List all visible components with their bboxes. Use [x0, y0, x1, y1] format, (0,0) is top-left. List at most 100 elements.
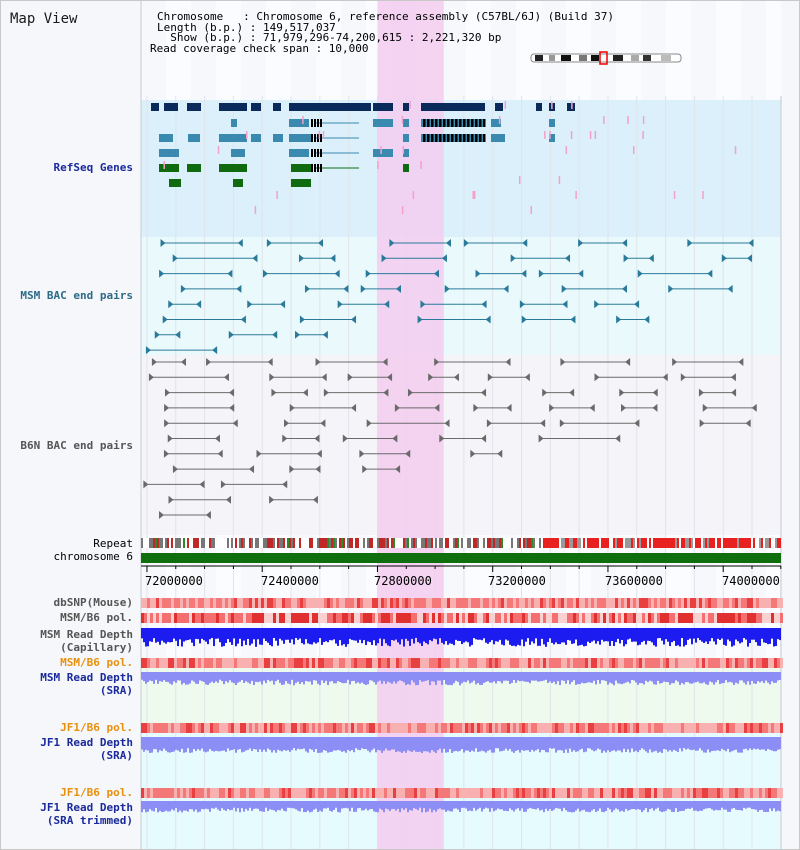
- repeat-feature: [339, 538, 341, 548]
- msm-pol-heat-cell: [363, 613, 366, 623]
- msm-capillary-depth-bar: [559, 628, 561, 645]
- jf1-trimmed-depth-bar: [751, 801, 753, 810]
- repeat-feature: [557, 538, 559, 548]
- dbsnp-heat-cell: [258, 598, 261, 608]
- msm-capillary-depth-bar: [229, 628, 231, 643]
- jf1-pol-2-heat-cell: [726, 788, 729, 798]
- msm-bac-pair-end: [384, 300, 390, 309]
- jf1-b6-pol-track-label[interactable]: JF1/B6 pol.: [60, 721, 133, 734]
- jf1-pol-heat-cell: [657, 723, 660, 733]
- jf1-trimmed-depth-bar: [483, 801, 485, 809]
- msm-b6-pol-sra-track-label[interactable]: MSM/B6 pol.: [60, 656, 133, 669]
- msm-pol-sra-heat-cell: [735, 658, 738, 668]
- jf1-depth-bar: [619, 737, 621, 751]
- dbsnp-heat-cell: [738, 598, 741, 608]
- snp-tick: [549, 131, 551, 139]
- dbsnp-track-label[interactable]: dbSNP(Mouse): [53, 596, 133, 609]
- jf1-read-depth-trimmed-label[interactable]: JF1 Read Depth: [40, 801, 133, 814]
- msm-bac-track-bg: [141, 237, 781, 355]
- repeat-feature: [611, 538, 613, 548]
- dbsnp-heat-cell: [396, 598, 399, 608]
- msm-sra-depth-bar: [441, 672, 443, 685]
- msm-sra-depth-bar: [617, 672, 619, 684]
- repeat-feature: [671, 538, 673, 548]
- jf1-trimmed-depth-bar: [309, 801, 311, 813]
- msm-capillary-depth-bar: [719, 628, 721, 640]
- msm-bac-pair-end: [299, 254, 305, 263]
- msm-pol-sra-heat-cell: [324, 658, 327, 668]
- dbsnp-heat-cell: [336, 598, 339, 608]
- jf1-pol-2-heat-cell: [204, 788, 207, 798]
- msm-pol-heat-cell: [315, 613, 318, 623]
- jf1-trimmed-depth-bar: [251, 801, 253, 811]
- msm-capillary-depth-bar: [295, 628, 297, 639]
- msm-capillary-depth-bar: [445, 628, 447, 642]
- msm-pol-sra-heat-cell: [381, 658, 384, 668]
- refseq-genes-track-label[interactable]: RefSeq Genes: [53, 161, 133, 174]
- jf1-trimmed-depth-bar: [697, 801, 699, 812]
- repeat-feature: [711, 538, 713, 548]
- jf1-trimmed-depth-bar: [737, 801, 739, 811]
- jf1-pol-2-heat-cell: [474, 788, 477, 798]
- msm-pol-heat-cell: [618, 613, 621, 623]
- msm-sra-depth-bar: [409, 672, 411, 685]
- jf1-pol-2-heat-cell: [192, 788, 195, 798]
- jf1-read-depth-label[interactable]: JF1 Read Depth: [40, 736, 133, 749]
- msm-sra-depth-bar: [717, 672, 719, 681]
- dbsnp-heat-cell: [591, 598, 594, 608]
- msm-capillary-depth-bar: [571, 628, 573, 644]
- jf1-trimmed-depth-bar: [627, 801, 629, 811]
- jf1-pol-2-heat-cell: [240, 788, 243, 798]
- repeat-feature: [399, 538, 401, 548]
- repeat-feature: [279, 538, 281, 548]
- jf1-b6-pol-2-track-label[interactable]: JF1/B6 pol.: [60, 786, 133, 799]
- jf1-trimmed-depth-bar: [235, 801, 237, 812]
- jf1-pol-2-heat-cell: [480, 788, 483, 798]
- msm-sra-depth-bar: [433, 672, 435, 682]
- repeat-feature: [409, 538, 411, 548]
- jf1-pol-2-heat-cell: [369, 788, 372, 798]
- jf1-pol-2-heat-cell: [228, 788, 231, 798]
- repeat-feature: [363, 538, 365, 548]
- ideogram-band: [591, 55, 599, 61]
- msm-sra-depth-bar: [623, 672, 625, 684]
- jf1-trimmed-depth-bar: [457, 801, 459, 810]
- msm-capillary-depth-bar: [467, 628, 469, 643]
- msm-pol-heat-cell: [195, 613, 198, 623]
- msm-pol-sra-heat-cell: [723, 658, 726, 668]
- jf1-depth-bar: [575, 737, 577, 752]
- jf1-depth-bar: [629, 737, 631, 753]
- msm-read-depth-sra-label[interactable]: MSM Read Depth: [40, 671, 133, 684]
- msm-sra-depth-bar: [593, 672, 595, 681]
- dbsnp-heat-cell: [543, 598, 546, 608]
- jf1-pol-2-heat-cell: [705, 788, 708, 798]
- jf1-depth-bar: [193, 737, 195, 750]
- jf1-pol-2-heat-cell: [669, 788, 672, 798]
- msm-bac-track-label[interactable]: MSM BAC end pairs: [20, 289, 133, 302]
- msm-b6-pol-track-label[interactable]: MSM/B6 pol.: [60, 611, 133, 624]
- jf1-pol-2-heat-cell: [645, 788, 648, 798]
- msm-sra-depth-bar: [389, 672, 391, 683]
- msm-capillary-depth-bar: [397, 628, 399, 643]
- jf1-depth-bar: [547, 737, 549, 753]
- msm-read-depth-capillary-label[interactable]: MSM Read Depth: [40, 628, 133, 641]
- jf1-trimmed-depth-bar: [617, 801, 619, 810]
- jf1-pol-2-heat-cell: [687, 788, 690, 798]
- msm-capillary-depth-bar: [325, 628, 327, 642]
- dbsnp-heat-cell: [750, 598, 753, 608]
- jf1-pol-heat-cell: [699, 723, 702, 733]
- msm-sra-depth-bar: [485, 672, 487, 682]
- jf1-depth-bar: [615, 737, 617, 752]
- b6n-bac-track-label[interactable]: B6N BAC end pairs: [20, 439, 133, 452]
- jf1-pol-heat-cell: [303, 723, 306, 733]
- jf1-pol-heat-cell: [774, 723, 777, 733]
- jf1-trimmed-depth-bar: [515, 801, 517, 810]
- msm-sra-depth-bar: [335, 672, 337, 684]
- jf1-depth-bar: [509, 737, 511, 750]
- repeat-feature: [713, 538, 715, 548]
- jf1-pol-2-heat-cell: [294, 788, 297, 798]
- b6n-bac-pair-end: [302, 388, 308, 397]
- msm-pol-heat-cell: [420, 613, 423, 623]
- jf1-pol-heat-cell: [687, 723, 690, 733]
- jf1-pol-heat-cell: [252, 723, 255, 733]
